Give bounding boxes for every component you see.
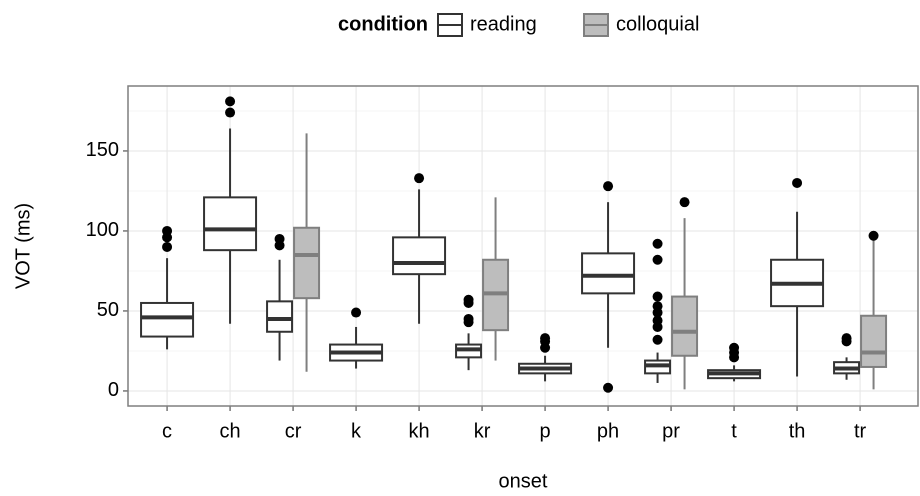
box [140,301,195,338]
plot-border [127,85,919,407]
outlier [225,96,236,107]
x-tick-label: kh [408,420,429,442]
x-tick-label: kr [474,420,491,442]
outlier [603,181,614,192]
outlier [868,230,879,241]
legend-label: colloquial [616,13,699,35]
x-tick-label: ph [597,420,619,442]
box [392,236,447,276]
outlier [679,197,690,208]
x-tick-label: pr [662,420,680,442]
x-axis-label: onset [499,470,548,492]
x-tick-label: ch [219,420,240,442]
outlier [841,333,852,344]
outlier [274,233,285,244]
outlier [652,315,663,326]
y-tick-label: 50 [97,299,119,321]
outlier [652,254,663,265]
box [860,314,888,368]
outlier [463,313,474,324]
box [293,226,321,300]
box [671,295,699,357]
x-tick-label: t [731,420,737,442]
outlier [652,301,663,312]
outlier [603,382,614,393]
outlier [540,333,551,344]
legend-label: reading [470,13,537,35]
y-tick-label: 150 [86,139,119,161]
outlier [463,294,474,305]
box [203,196,258,252]
legend-title: condition [338,13,428,35]
x-tick-label: cr [285,420,302,442]
y-tick-label: 100 [86,219,119,241]
outlier [652,238,663,249]
outlier [729,342,740,353]
x-tick-label: th [789,420,806,442]
outlier [225,107,236,118]
outlier [792,177,803,188]
outlier [162,241,173,252]
x-tick-label: p [539,420,550,442]
box [266,300,294,333]
outlier [162,225,173,236]
x-tick-label: c [162,420,172,442]
plot-background [128,86,918,406]
x-tick-label: tr [854,420,867,442]
outlier [414,173,425,184]
outlier [652,334,663,345]
y-axis-label: VOT (ms) [12,203,34,289]
box [581,252,636,295]
outlier [652,291,663,302]
outlier [351,307,362,318]
x-tick-label: k [351,420,362,442]
y-tick-label: 0 [108,379,119,401]
